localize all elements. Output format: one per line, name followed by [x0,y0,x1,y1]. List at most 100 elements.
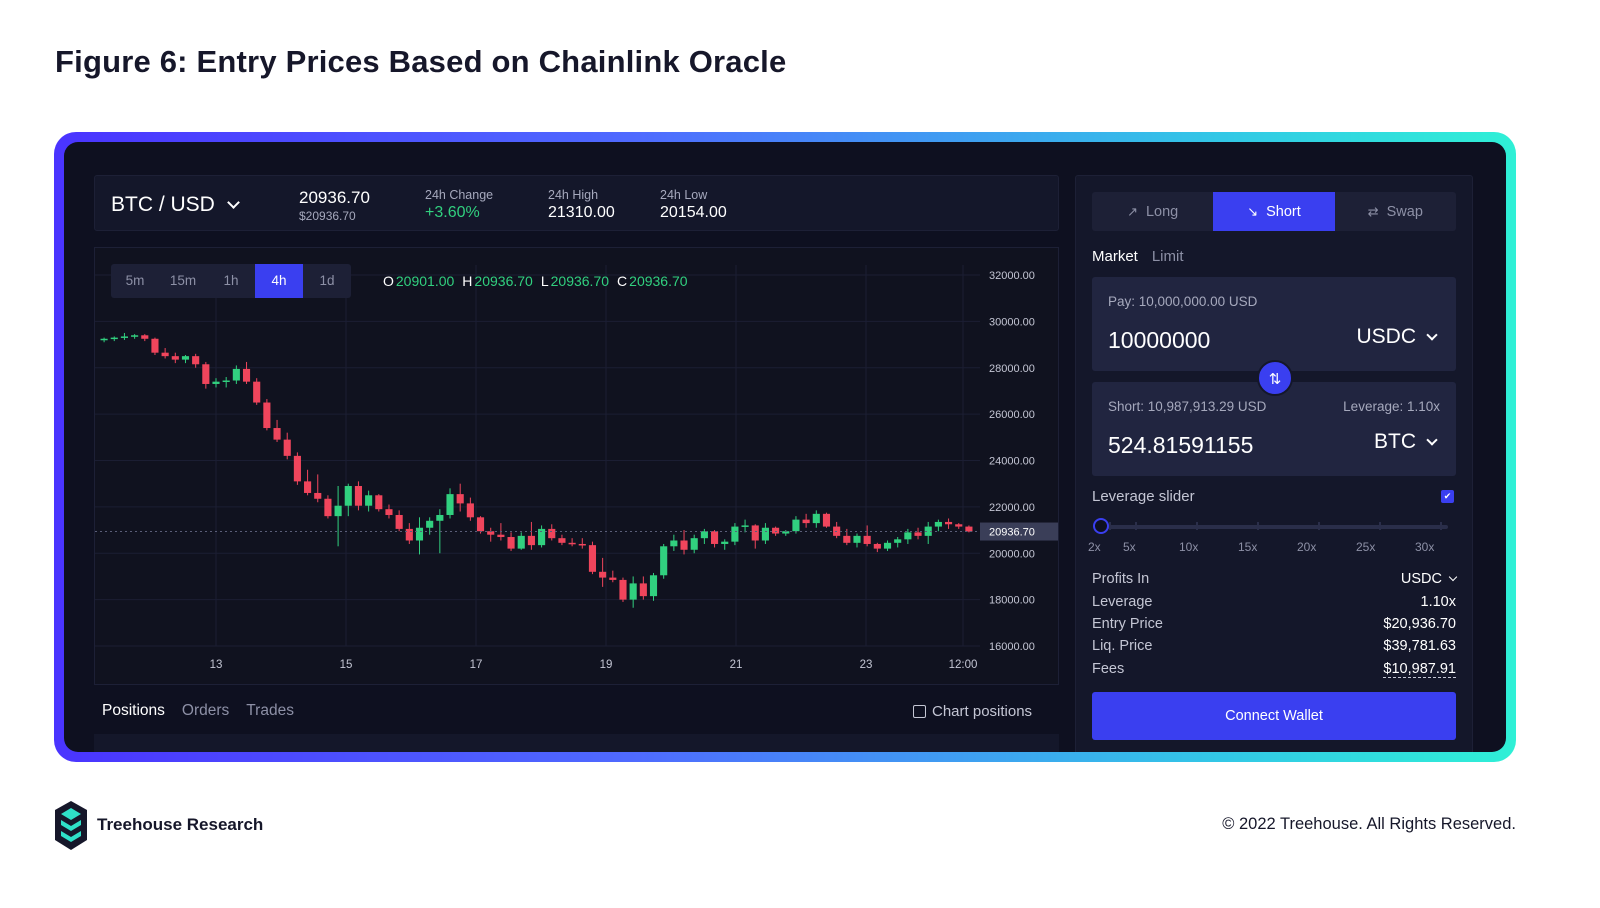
candle [527,535,535,546]
leverage-tick[interactable]: 30x [1415,540,1435,554]
chart-positions-label: Chart positions [932,703,1033,720]
candle [609,577,617,580]
timeframe-4h[interactable]: 4h [255,264,303,298]
short-box: Short: 10,987,913.29 USD Leverage: 1.10x… [1092,382,1456,476]
pay-amount-input[interactable]: 10000000 [1108,327,1211,353]
info-row-liq-price: Liq. Price $39,781.63 [1092,638,1456,654]
tab-limit[interactable]: Limit [1151,248,1184,265]
slider-tick-mark [1108,522,1111,530]
candle [344,486,352,506]
ohlc-high-key: H [462,273,473,289]
candle [202,364,210,384]
price-chart[interactable]: 32000.00 30000.00 28000.00 26000.00 24000.00… [94,247,1059,685]
slider-tick-mark [1135,522,1137,530]
timeframe-1d[interactable]: 1d [319,273,335,288]
fees-value[interactable]: $10,987.91 [1383,661,1456,678]
leverage-caption: Leverage: 1.10x [1343,399,1440,414]
candle [741,525,749,527]
candle [690,538,698,550]
checkbox-icon[interactable] [913,705,926,718]
leverage-tick[interactable]: 2x [1088,540,1101,554]
candle [965,526,973,532]
candle [945,521,953,525]
tab-short-label: Short [1266,203,1301,220]
slider-tick-mark [1379,522,1381,530]
leverage-tick[interactable]: 15x [1238,540,1258,554]
pair-selector[interactable]: BTC / USD [111,193,240,217]
candle [822,513,831,527]
high-label: 24h High [548,188,599,202]
leverage-tick[interactable]: 20x [1297,540,1317,554]
short-amount-input[interactable]: 524.81591155 [1108,432,1254,458]
candle [375,495,383,510]
pay-token-selector[interactable]: USDC [1356,325,1438,349]
candle [192,356,200,365]
ohlc-low-key: L [540,273,549,289]
leverage-slider[interactable] [1092,518,1448,534]
tab-positions[interactable]: Positions [102,702,165,719]
candle [538,528,546,546]
tab-trades[interactable]: Trades [246,702,294,719]
candle [324,498,332,517]
leverage-slider-checkbox[interactable]: ✔ [1441,490,1454,503]
treehouse-logo-icon [55,801,87,850]
candle [120,336,128,338]
current-price-usd: $20936.70 [299,209,356,223]
slider-tick-mark [1318,522,1320,530]
timeframe-5m[interactable]: 5m [125,273,145,288]
low-value: 20154.00 [660,204,727,221]
candle [639,583,647,597]
candle [710,531,719,544]
candle [955,524,963,527]
x-tick-label: 19 [600,659,613,671]
candle [466,503,474,518]
leverage-slider-handle[interactable] [1092,518,1109,534]
timeframe-1h[interactable]: 1h [223,273,239,288]
change-value: +3.60% [425,204,480,221]
slider-tick-mark [1196,522,1198,530]
info-row-leverage: Leverage 1.10x [1092,594,1456,610]
high-stat: 24h High 21310.00 [548,188,615,222]
candle [670,540,678,547]
slider-tick-mark [1257,522,1259,530]
y-tick-label: 28000.00 [989,363,1035,375]
y-tick-label: 20000.00 [989,548,1035,560]
connect-wallet-button[interactable]: Connect Wallet [1092,692,1456,740]
candle [700,531,708,539]
swap-direction-button[interactable]: ⇅ [1257,360,1293,396]
tab-short[interactable]: ↘ Short [1213,192,1335,231]
tab-long-label: Long [1145,203,1179,220]
tab-long[interactable]: ↗ Long [1092,192,1213,231]
change-label: 24h Change [425,188,494,202]
candle [843,535,851,543]
leverage-tick[interactable]: 5x [1123,540,1136,554]
ohlc-close-key: C [617,273,628,289]
candle [721,541,729,544]
profits-in-selector[interactable]: USDC [1401,571,1458,587]
candle [487,531,495,535]
chart-positions-toggle[interactable]: Chart positions [913,703,1032,720]
tab-swap[interactable]: ⇄ Swap [1335,192,1456,231]
timeframe-15m[interactable]: 15m [169,273,197,288]
timeframe-selector: 5m 15m 1h 4h 1d [111,264,351,298]
candle [751,525,759,541]
low-stat: 24h Low 20154.00 [660,188,727,222]
tab-market[interactable]: Market [1092,248,1138,265]
chevron-down-icon [1426,433,1438,446]
candle [131,335,139,337]
candle [212,381,220,384]
candle [273,428,281,440]
candle [934,521,942,527]
swap-arrows-icon: ⇄ [1367,203,1379,219]
candle [853,535,861,543]
candle [232,368,240,381]
short-token-selector[interactable]: BTC [1374,430,1438,454]
high-value: 21310.00 [548,204,615,221]
leverage-tick[interactable]: 25x [1356,540,1376,554]
tab-orders[interactable]: Orders [181,702,230,719]
leverage-tick[interactable]: 10x [1179,540,1199,554]
y-tick-label: 30000.00 [989,316,1035,328]
chevron-down-icon [226,196,240,209]
swap-vertical-icon: ⇅ [1268,371,1282,388]
candle [395,514,403,529]
